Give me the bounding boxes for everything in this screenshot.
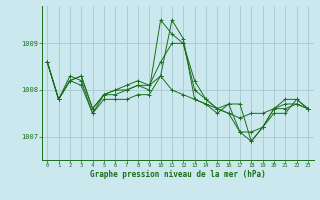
X-axis label: Graphe pression niveau de la mer (hPa): Graphe pression niveau de la mer (hPa) [90, 170, 266, 179]
